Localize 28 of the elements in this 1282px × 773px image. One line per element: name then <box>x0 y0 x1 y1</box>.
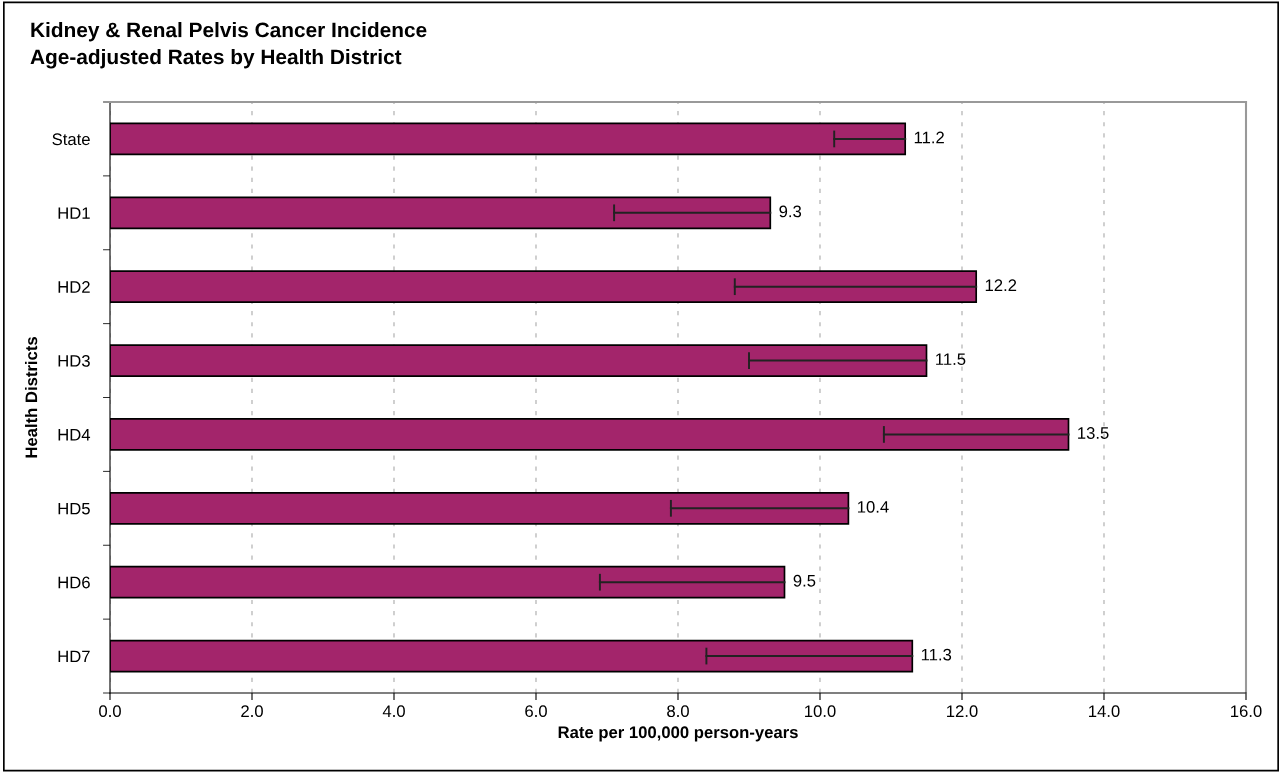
y-tick-label: HD7 <box>58 650 90 663</box>
x-tick-label: 2.0 <box>241 705 263 718</box>
y-tick-label: HD2 <box>58 281 90 293</box>
data-label: 10.4 <box>858 500 889 513</box>
x-tick-label: 4.0 <box>382 705 405 718</box>
chart-title: Kidney & Renal Pelvis Cancer Incidence Age-adjusted Rates by Health District <box>30 22 427 69</box>
y-tick-label: HD6 <box>58 576 90 589</box>
data-label: 11.3 <box>921 648 952 661</box>
x-axis-title: Rate per 100,000 person-years <box>558 726 798 742</box>
y-tick-label: HD1 <box>58 207 90 219</box>
data-label: 13.5 <box>1078 427 1109 439</box>
x-tick-label: 10.0 <box>805 705 836 718</box>
x-tick-label: 0.0 <box>99 705 121 718</box>
data-label: 11.5 <box>936 353 966 366</box>
x-tick-label: 14.0 <box>1089 705 1120 718</box>
y-tick-label: HD3 <box>58 354 90 367</box>
y-tick-label: HD4 <box>58 429 91 441</box>
y-tick-label: HD5 <box>58 502 90 515</box>
x-tick-label: 8.0 <box>667 705 689 718</box>
data-label: 9.3 <box>779 205 802 218</box>
x-tick-label: 12.0 <box>947 705 978 718</box>
x-tick-label: 6.0 <box>525 705 547 718</box>
x-tick-label: 16.0 <box>1231 705 1262 718</box>
y-axis-title: Health Districts <box>24 337 38 458</box>
data-label: 9.5 <box>793 574 816 587</box>
data-label: 12.2 <box>985 279 1017 291</box>
data-label: 11.2 <box>914 131 944 144</box>
y-tick-label: State <box>52 133 90 146</box>
